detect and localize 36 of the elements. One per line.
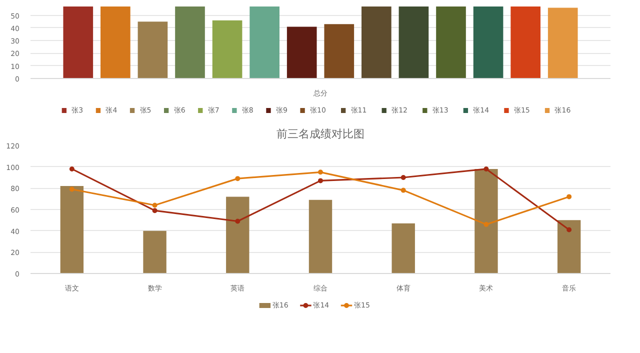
point [152,202,158,208]
bar [143,230,166,274]
bar [473,6,504,78]
point [69,186,74,192]
bar [308,200,332,274]
bar [324,24,354,78]
bar [398,6,429,78]
point [318,170,323,175]
bar [436,6,466,78]
point [69,166,74,172]
bar [392,223,415,274]
bar [474,168,498,274]
bar [286,26,317,78]
point [484,222,489,227]
bar [250,6,280,78]
bar [212,20,242,78]
bar [60,186,84,274]
point [566,227,572,232]
bar [557,220,581,274]
bar [175,6,205,78]
bar [226,196,250,274]
point [152,208,158,214]
bar [362,6,392,78]
point [400,175,406,180]
point [484,166,489,172]
point [566,194,572,200]
point [400,188,406,193]
bar [138,22,168,78]
bar [100,6,130,78]
bar [510,6,540,78]
bar [548,8,578,78]
point [318,178,323,184]
point [235,218,240,224]
chart-title: 前三名成绩对比图 [276,128,364,140]
bar [63,6,94,78]
point [235,176,240,182]
